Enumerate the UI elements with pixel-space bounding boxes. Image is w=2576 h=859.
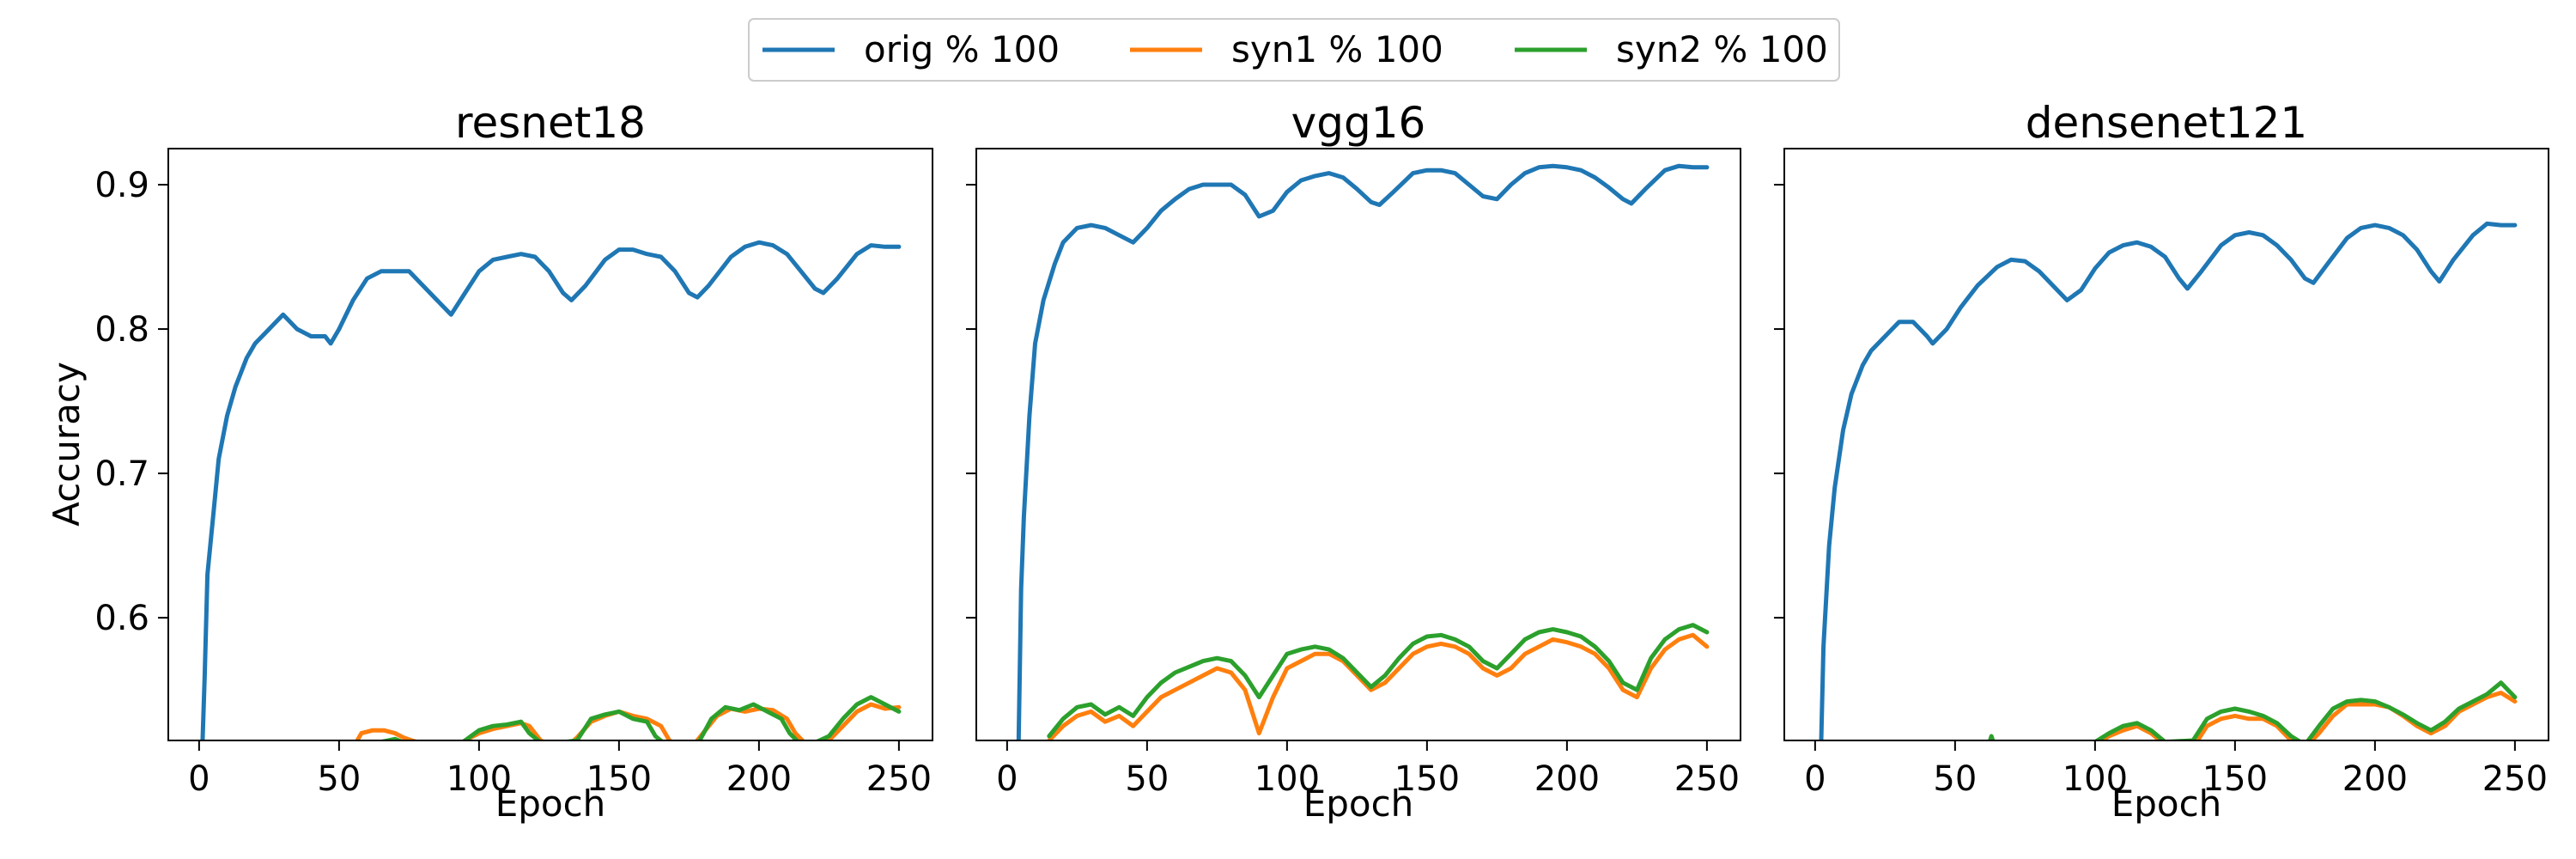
plot-frame xyxy=(1783,148,2549,741)
series-line-orig xyxy=(1819,221,2518,740)
x-tick-label: 250 xyxy=(2482,759,2548,799)
x-axis-title: Epoch xyxy=(1303,783,1414,825)
x-tick-label: 50 xyxy=(1933,759,1977,799)
x-tick-label: 100 xyxy=(2063,759,2128,799)
x-tick-label: 150 xyxy=(1394,759,1460,799)
x-tick-label: 250 xyxy=(866,759,932,799)
legend-entry: syn1 % 100 xyxy=(1130,28,1443,70)
y-tick-label: 0.7 xyxy=(94,454,149,494)
x-tick-label: 0 xyxy=(1804,759,1826,799)
legend-label: syn2 % 100 xyxy=(1616,28,1828,70)
x-tick-label: 0 xyxy=(996,759,1018,799)
x-axis-title: Epoch xyxy=(495,783,606,825)
panel-vgg16: 0 50 100 150 200 250 vgg16 Epoch xyxy=(966,98,1741,825)
x-tick-label: 200 xyxy=(2342,759,2408,799)
y-tick-label: 0.6 xyxy=(94,599,149,638)
panel-title: resnet18 xyxy=(455,98,646,148)
y-tick-label: 0.9 xyxy=(94,166,149,205)
x-tick-label: 50 xyxy=(1125,759,1169,799)
series-lines xyxy=(200,240,902,740)
series-line-syn1 xyxy=(1047,632,1710,740)
series-line-orig xyxy=(200,240,902,740)
legend-entry: syn2 % 100 xyxy=(1515,28,1828,70)
x-tick-label: 250 xyxy=(1674,759,1740,799)
y-axis-title: Accuracy xyxy=(46,362,88,527)
x-tick-label: 50 xyxy=(317,759,361,799)
plot-frame xyxy=(167,148,933,741)
y-tick-label: 0.8 xyxy=(94,310,149,350)
legend-frame xyxy=(748,18,1840,82)
x-tick-label: 200 xyxy=(726,759,792,799)
series-line-syn2 xyxy=(1047,623,1710,739)
panel-title: densenet121 xyxy=(2026,98,2308,148)
x-tick-label: 150 xyxy=(586,759,652,799)
x-tick-label: 200 xyxy=(1534,759,1600,799)
series-line-syn2 xyxy=(1987,680,2518,740)
panels: 0 50 100 150 200 250 0.6 0.7 0.8 0.9 resnet18 Epoch… xyxy=(94,98,2549,825)
x-tick-label: 100 xyxy=(447,759,512,799)
series-line-syn1 xyxy=(355,702,902,740)
x-tick-label: 100 xyxy=(1255,759,1320,799)
x-tick-label: 0 xyxy=(188,759,210,799)
panel-densenet121: 0 50 100 150 200 250 densenet121 Epoch xyxy=(1774,98,2549,825)
series-line-orig xyxy=(1016,163,1710,740)
panel-title: vgg16 xyxy=(1291,98,1426,148)
legend-entry: orig % 100 xyxy=(762,28,1060,70)
series-line-syn2 xyxy=(379,695,902,740)
series-lines xyxy=(1016,163,1710,740)
legend-label: syn1 % 100 xyxy=(1231,28,1443,70)
x-tick-label: 150 xyxy=(2202,759,2268,799)
legend-label: orig % 100 xyxy=(864,28,1060,70)
panel-resnet18: 0 50 100 150 200 250 0.6 0.7 0.8 0.9 resnet18 Epoch xyxy=(94,98,933,825)
plot-frame xyxy=(975,148,1741,741)
series-line-syn1 xyxy=(2098,691,2518,740)
x-axis-title: Epoch xyxy=(2111,783,2222,825)
series-lines xyxy=(1819,221,2518,740)
legend: orig % 100 syn1 % 100 syn2 % 100 xyxy=(748,18,1840,82)
